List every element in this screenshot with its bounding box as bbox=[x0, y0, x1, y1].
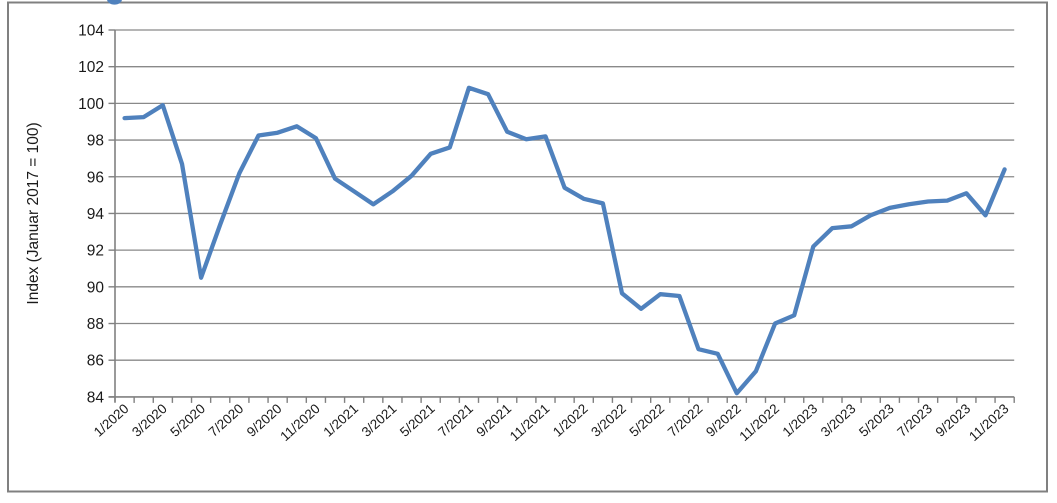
y-tick-label: 98 bbox=[87, 133, 104, 150]
x-tick-label: 7/2023 bbox=[894, 401, 935, 440]
y-tick-label: 90 bbox=[87, 279, 105, 296]
x-tick-label: 3/2021 bbox=[359, 401, 400, 440]
y-tick-label: 100 bbox=[78, 96, 104, 113]
y-tick-label: 84 bbox=[87, 389, 105, 406]
y-tick-label: 88 bbox=[87, 316, 104, 333]
y-axis-title: Index (Januar 2017 = 100) bbox=[25, 122, 42, 304]
y-tick-label: 104 bbox=[78, 23, 104, 40]
x-tick-label: 1/2023 bbox=[780, 401, 821, 440]
x-tick-label: 1/2020 bbox=[91, 401, 132, 440]
y-tick-label: 92 bbox=[87, 243, 104, 260]
y-tick-label: 102 bbox=[78, 59, 104, 76]
x-tick-label: 3/2020 bbox=[129, 401, 170, 440]
x-tick-label: 11/2021 bbox=[507, 401, 553, 444]
x-tick-label: 7/2021 bbox=[435, 401, 476, 440]
x-tick-label: 1/2021 bbox=[320, 401, 361, 440]
cutoff-title-fragment bbox=[107, 0, 122, 5]
x-tick-label: 5/2020 bbox=[167, 401, 208, 440]
x-tick-label: 5/2022 bbox=[627, 401, 668, 440]
x-tick-label: 3/2023 bbox=[818, 401, 859, 440]
x-tick-label: 11/2020 bbox=[277, 401, 323, 444]
x-tick-label: 11/2022 bbox=[736, 401, 782, 444]
data-line-index bbox=[122, 85, 1007, 396]
y-tick-label: 86 bbox=[87, 353, 104, 370]
x-tick-label: 5/2023 bbox=[856, 401, 897, 440]
figure-border bbox=[7, 1, 1048, 493]
x-tick-label: 5/2021 bbox=[397, 401, 438, 440]
y-tick-label: 96 bbox=[87, 169, 104, 186]
y-tick-label: 94 bbox=[87, 206, 105, 223]
x-tick-label: 1/2022 bbox=[550, 401, 591, 440]
x-tick-label: 7/2022 bbox=[665, 401, 706, 440]
x-tick-label: 7/2020 bbox=[206, 401, 247, 440]
x-tick-label: 11/2023 bbox=[966, 401, 1012, 444]
x-tick-label: 3/2022 bbox=[588, 401, 629, 440]
